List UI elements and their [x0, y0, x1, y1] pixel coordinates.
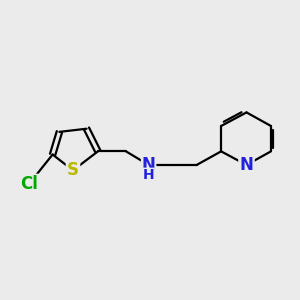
Text: H: H — [143, 168, 154, 182]
Text: S: S — [67, 161, 79, 179]
Text: N: N — [142, 156, 156, 174]
Text: Cl: Cl — [20, 175, 38, 193]
Text: N: N — [239, 156, 254, 174]
